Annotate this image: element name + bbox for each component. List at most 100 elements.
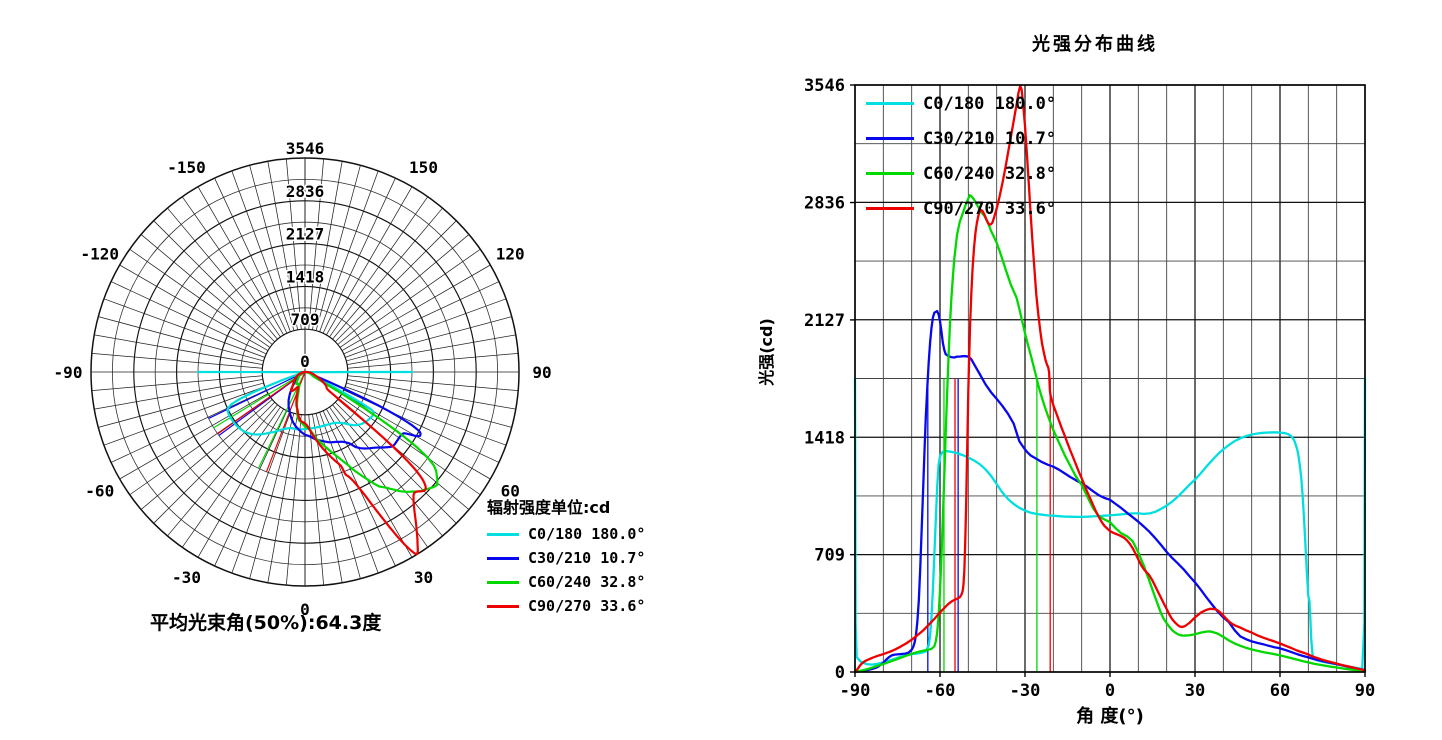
polar-chart: 0 709 1418 2127 2836 3546 -150 -120 -90 -60 -30 0 30…	[54, 138, 552, 620]
polar-spoke	[329, 196, 429, 338]
average-beam-angle-caption: 平均光束角(50%):64.3度	[150, 612, 382, 634]
x-tick-label: -60	[925, 681, 956, 701]
polar-spoke	[214, 410, 288, 567]
cartesian-chart-title: 光强分布曲线	[1032, 34, 1158, 55]
polar-spoke	[346, 316, 512, 362]
cartesian-curves	[853, 84, 1367, 674]
legend-label: C60/240 32.8°	[528, 573, 646, 591]
cartesian-tick-labels: -90 -60 -30 0 30 60 90 0 709 1418 2127 2836 3546	[804, 76, 1375, 701]
y-tick-label: 2836	[804, 194, 845, 214]
y-tick-label: 2127	[804, 311, 845, 331]
polar-angle-label: -150	[167, 158, 206, 177]
polar-spoke	[285, 414, 302, 586]
polar-curve-C60-240	[295, 370, 439, 493]
x-axis-title: 角 度(°)	[1076, 706, 1144, 727]
polar-spoke	[319, 412, 379, 574]
polar-spoke	[231, 170, 291, 332]
polar-radial-tick-label: 0	[300, 352, 310, 371]
legend-label: C30/210 10.7°	[528, 549, 646, 567]
polar-radial-tick-label: 2836	[286, 182, 325, 201]
polar-spoke	[249, 165, 295, 331]
polar-spoke	[334, 220, 457, 343]
x-tick-label: -30	[1010, 681, 1041, 701]
polar-spoke	[345, 386, 507, 446]
legend-swatch	[487, 580, 519, 584]
polar-angle-label: 90	[532, 363, 551, 382]
legend-item-C0-180: C0/180 180.0°	[487, 522, 645, 546]
x-tick-label: 30	[1185, 681, 1205, 701]
legend-item-C90-270: C90/270 33.6°	[866, 191, 1056, 226]
polar-radial-tick-label: 1418	[286, 267, 325, 286]
y-tick-label: 1418	[804, 428, 845, 448]
polar-spoke	[347, 352, 519, 369]
cartesian-grid	[854, 84, 1366, 673]
legend-item-C30-210: C30/210 10.7°	[866, 121, 1056, 156]
x-tick-label: 0	[1105, 681, 1115, 701]
polar-spoke	[181, 196, 281, 338]
polar-radial-tick-label: 3546	[286, 139, 325, 158]
polar-spoke	[319, 170, 379, 332]
polar-spoke	[312, 161, 343, 330]
polar-spoke	[214, 177, 288, 334]
cartesian-line-chart: -90 -60 -30 0 30 60 90 0 709 1418 2127 2836 3546	[804, 76, 1375, 701]
polar-spoke	[153, 401, 276, 524]
polar-angle-label: 120	[496, 245, 525, 264]
polar-curves	[196, 370, 439, 555]
legend-swatch	[866, 102, 914, 105]
x-tick-label: 90	[1355, 681, 1375, 701]
polar-spoke	[345, 298, 507, 358]
polar-spoke	[129, 248, 271, 348]
y-tick-label: 0	[835, 663, 845, 683]
polar-spoke	[347, 334, 516, 365]
legend-item-C60-240: C60/240 32.8°	[866, 156, 1056, 191]
cartesian-legend-rows: C0/180 180.0° C30/210 10.7° C60/240 32.8° C…	[866, 86, 1056, 226]
legend-item-C90-270: C90/270 33.6°	[487, 594, 645, 618]
polar-spoke	[140, 234, 273, 345]
legend-item-C30-210: C30/210 10.7°	[487, 546, 645, 570]
legend-item-C60-240: C60/240 32.8°	[487, 570, 645, 594]
legend-swatch	[866, 137, 914, 140]
polar-beam-marker-C90-270	[217, 371, 306, 435]
curve-C90-270	[853, 84, 1367, 674]
legend-swatch	[487, 604, 519, 608]
polar-spoke	[308, 158, 325, 330]
polar-spoke	[119, 264, 269, 351]
polar-spoke	[94, 379, 263, 410]
polar-legend: 辐射强度单位:cd C0/180 180.0° C30/210 10.7° C60/…	[487, 494, 645, 618]
polar-spoke	[110, 281, 267, 355]
polar-angle-label: -60	[85, 482, 114, 501]
polar-radial-tick-labels: 0 709 1418 2127 2836 3546	[284, 138, 326, 373]
polar-spoke	[308, 414, 325, 586]
polar-spoke	[329, 406, 429, 548]
legend-swatch	[487, 532, 519, 536]
polar-spoke	[103, 298, 265, 358]
polar-spoke	[315, 413, 361, 579]
polar-spoke	[91, 375, 263, 392]
polar-spoke	[347, 379, 516, 410]
polar-spoke	[98, 382, 264, 428]
legend-label: C0/180 180.0°	[528, 525, 646, 543]
polar-radial-tick-label: 2127	[286, 225, 325, 244]
polar-spoke	[167, 207, 278, 340]
polar-curve-C30-210	[287, 370, 422, 450]
polar-angle-label: 150	[409, 158, 438, 177]
legend-label: C90/270 33.6°	[923, 198, 1057, 219]
polar-spoke	[267, 161, 298, 330]
polar-angle-label: 30	[414, 568, 433, 587]
polar-spoke	[315, 165, 361, 331]
y-axis-title: 光强(cd)	[757, 318, 776, 386]
legend-label: C0/180 180.0°	[923, 93, 1057, 114]
polar-spoke	[334, 401, 457, 524]
polar-spoke	[103, 386, 265, 446]
legend-label: C30/210 10.7°	[923, 128, 1057, 149]
polar-spoke	[267, 414, 298, 583]
polar-angle-label: -90	[54, 363, 83, 382]
polar-curve-C0-180	[196, 370, 414, 436]
polar-spoke	[326, 186, 413, 336]
polar-spoke	[332, 207, 443, 340]
cartesian-legend: C0/180 180.0° C30/210 10.7° C60/240 32.8° C…	[866, 86, 1056, 226]
x-tick-label: 60	[1270, 681, 1290, 701]
legend-label: C90/270 33.6°	[528, 597, 646, 615]
polar-beam-marker-C60-240	[213, 371, 306, 429]
